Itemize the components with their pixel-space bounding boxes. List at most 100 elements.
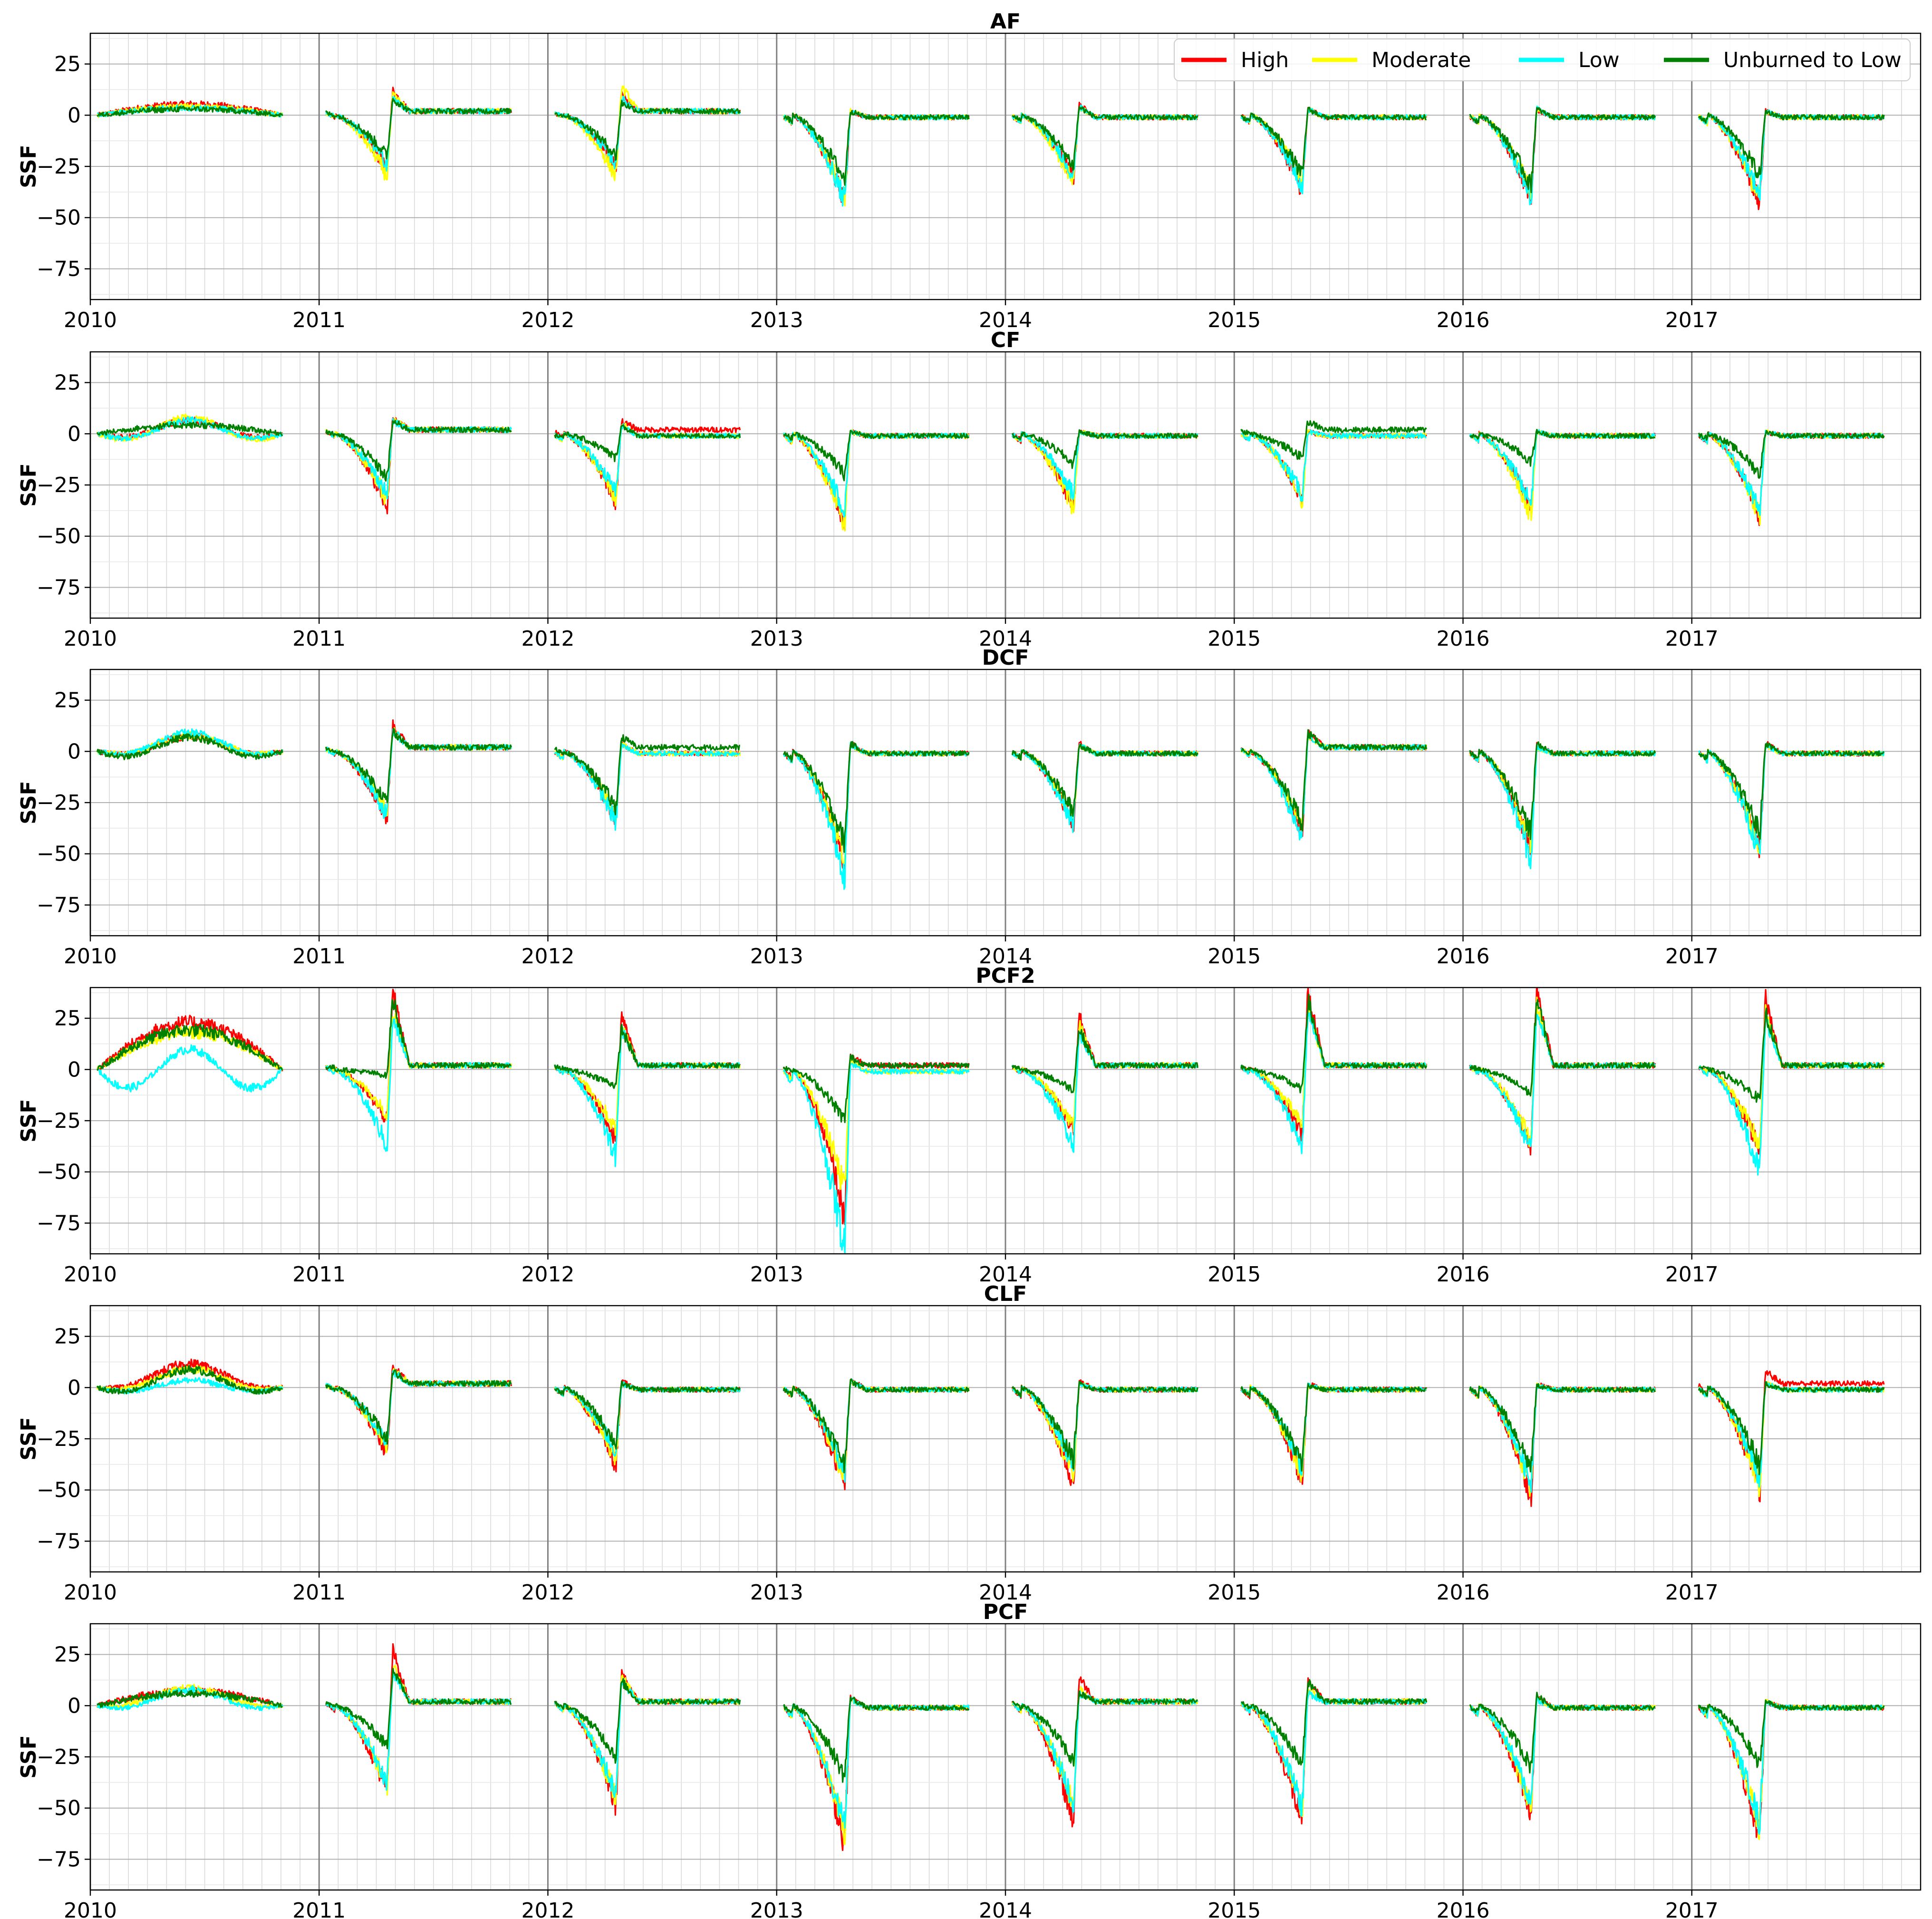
y-tick-label: −50 (37, 206, 81, 230)
panel-title: CLF (984, 1282, 1027, 1306)
panel-title: CF (991, 328, 1020, 352)
x-tick-label: 2013 (750, 627, 803, 651)
panel-title: DCF (982, 646, 1029, 670)
x-tick-label: 2016 (1437, 1262, 1490, 1287)
y-tick-label: 0 (68, 1694, 81, 1718)
x-tick-label: 2015 (1208, 1899, 1261, 1919)
y-tick-label: −75 (37, 257, 81, 281)
y-tick-label: −75 (37, 1211, 81, 1235)
x-tick-label: 2013 (750, 1262, 803, 1287)
y-tick-label: −75 (37, 1847, 81, 1871)
x-tick-label: 2017 (1665, 627, 1719, 651)
x-tick-label: 2010 (64, 1262, 117, 1287)
y-axis-label: SSF (17, 1417, 41, 1460)
panel-pcf2: 25 0 −25 −50 −75 2010 2011 2012 2013 2014 2015 2016… (17, 964, 1922, 1287)
series-group (96, 86, 1885, 210)
y-tick-label: 0 (68, 422, 81, 446)
series-line-unburned-to-low (96, 1365, 1885, 1475)
legend-label: High (1241, 48, 1289, 72)
x-tick-label: 2016 (1437, 308, 1490, 332)
panel-title: PCF2 (976, 964, 1035, 988)
x-tick-label: 2011 (292, 1262, 346, 1287)
x-tick-label: 2013 (750, 308, 803, 332)
y-axis-label: SSF (17, 1735, 41, 1778)
y-tick-label: −25 (37, 1745, 81, 1769)
x-tick-label: 2016 (1437, 1580, 1490, 1605)
y-axis-label: SSF (17, 1099, 41, 1142)
x-tick-label: 2014 (979, 1580, 1032, 1605)
series-group (96, 413, 1885, 532)
y-tick-label: 25 (54, 1007, 81, 1031)
x-tick-label: 2015 (1208, 1262, 1261, 1287)
x-tick-label: 2014 (979, 1899, 1032, 1919)
x-tick-label: 2017 (1665, 1262, 1719, 1287)
x-tick-label: 2010 (64, 944, 117, 969)
x-tick-label: 2011 (292, 944, 346, 969)
x-tick-label: 2011 (292, 1899, 346, 1919)
x-tick-label: 2017 (1665, 944, 1719, 969)
x-tick-label: 2011 (292, 308, 346, 332)
y-tick-label: −50 (37, 524, 81, 549)
y-tick-label: −50 (37, 1478, 81, 1502)
y-tick-label: 25 (54, 1325, 81, 1349)
y-tick-label: −25 (37, 791, 81, 815)
y-tick-label: −25 (37, 1109, 81, 1133)
panel-dcf: 25 0 −25 −50 −75 2010 2011 2012 2013 2014 2015 2016… (17, 646, 1922, 969)
x-tick-label: 2016 (1437, 944, 1490, 969)
x-tick-label: 2014 (979, 944, 1032, 969)
legend-label: Unburned to Low (1723, 48, 1902, 72)
y-tick-label: −25 (37, 155, 81, 179)
x-tick-label: 2010 (64, 1899, 117, 1919)
x-tick-label: 2013 (750, 944, 803, 969)
x-tick-label: 2014 (979, 308, 1032, 332)
series-line-unburned-to-low (97, 97, 1885, 194)
x-tick-label: 2014 (979, 627, 1032, 651)
series-line-unburned-to-low (97, 994, 1885, 1123)
panels-container: 25 0 −25 −50 −75 2010 2011 2012 2013 2014 2015 2016… (17, 10, 1922, 1919)
series-group (96, 1643, 1885, 1851)
x-tick-label: 2012 (522, 1899, 575, 1919)
x-tick-label: 2012 (522, 308, 575, 332)
x-tick-label: 2017 (1665, 1899, 1719, 1919)
x-tick-label: 2010 (64, 308, 117, 332)
panel-clf: 25 0 −25 −50 −75 2010 2011 2012 2013 2014 2015 2016… (17, 1282, 1922, 1605)
x-tick-label: 2016 (1437, 627, 1490, 651)
y-axis-label: SSF (17, 781, 41, 824)
x-tick-label: 2017 (1665, 308, 1719, 332)
y-tick-label: −75 (37, 1529, 81, 1553)
x-tick-label: 2012 (522, 1262, 575, 1287)
series-line-unburned-to-low (96, 419, 1885, 482)
x-tick-label: 2010 (64, 627, 117, 651)
panel-af: 25 0 −25 −50 −75 2010 2011 2012 2013 2014 2015 2016… (17, 10, 1922, 332)
legend-label: Moderate (1372, 48, 1471, 72)
x-tick-label: 2015 (1208, 944, 1261, 969)
x-tick-label: 2012 (522, 627, 575, 651)
y-tick-label: 25 (54, 52, 81, 77)
x-tick-label: 2013 (750, 1580, 803, 1605)
y-tick-label: 25 (54, 688, 81, 713)
y-tick-label: −75 (37, 893, 81, 917)
legend: High Moderate Low Unburned to Low (1174, 39, 1911, 81)
y-tick-label: −25 (37, 1427, 81, 1451)
x-tick-label: 2015 (1208, 1580, 1261, 1605)
x-tick-label: 2015 (1208, 627, 1261, 651)
panel-cf: 25 0 −25 −50 −75 2010 2011 2012 2013 2014 2015 2016… (17, 328, 1922, 651)
x-tick-label: 2013 (750, 1899, 803, 1919)
series-line-unburned-to-low (97, 1667, 1885, 1783)
y-axis-label: SSF (17, 145, 41, 188)
y-tick-label: 0 (68, 1376, 81, 1400)
panel-pcf: 25 0 −25 −50 −75 2010 2011 2012 2013 2014 2015 2016… (17, 1600, 1922, 1919)
x-tick-label: 2011 (292, 627, 346, 651)
y-tick-label: 25 (54, 1643, 81, 1667)
y-tick-label: −25 (37, 473, 81, 497)
x-tick-label: 2012 (522, 944, 575, 969)
y-tick-label: 0 (68, 1057, 81, 1082)
y-tick-label: 0 (68, 103, 81, 127)
y-tick-label: −75 (37, 575, 81, 600)
x-tick-label: 2017 (1665, 1580, 1719, 1605)
y-axis-label: SSF (17, 463, 41, 506)
y-tick-label: 25 (54, 371, 81, 395)
x-tick-label: 2012 (522, 1580, 575, 1605)
